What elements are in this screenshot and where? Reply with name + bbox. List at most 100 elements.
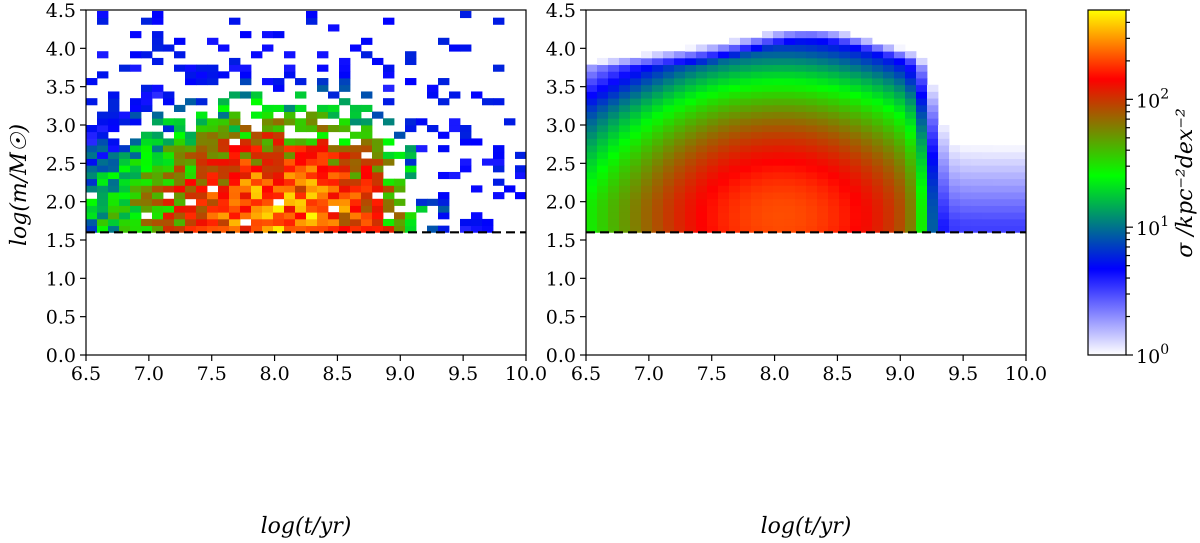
heatmap-cell [608,198,620,206]
heatmap-cell [350,178,362,186]
heatmap-cell [284,51,296,59]
heatmap-cell [894,225,906,233]
heatmap-cell [696,78,708,86]
heatmap-cell [828,212,840,220]
heatmap-cell [894,171,906,180]
heatmap-cell [482,98,494,106]
heatmap-cell [751,198,763,206]
heatmap-cell [850,78,862,86]
heatmap-cell [641,104,653,112]
heatmap-cell [163,151,175,159]
heatmap-cell [872,171,884,180]
heatmap-cell [284,111,296,119]
heatmap-cell [982,158,994,166]
heatmap-cell [1015,192,1027,200]
heatmap-cell [971,151,983,159]
heatmap-cell [597,145,609,153]
heatmap-cell [185,131,197,139]
heatmap-cell [718,151,730,159]
heatmap-cell [828,185,840,193]
heatmap-cell [141,178,153,186]
heatmap-cell [361,165,373,173]
heatmap-cell [108,91,120,99]
heatmap-cell [828,98,840,106]
heatmap-cell [927,118,939,126]
heatmap-cell [295,125,307,133]
heatmap-cell [773,125,785,133]
heatmap-cell [740,98,752,106]
heatmap-cell [817,192,829,200]
heatmap-cell [196,64,208,72]
x-tick-label: 7.5 [197,363,227,385]
heatmap-cell [97,171,109,180]
heatmap-cell [707,44,719,52]
heatmap-cell [905,212,917,220]
heatmap-cell [229,198,241,206]
heatmap-cell [284,71,296,79]
heatmap-cell [284,185,296,193]
heatmap-cell [685,158,697,166]
heatmap-cell [619,91,631,99]
heatmap-cell [685,91,697,99]
heatmap-cell [493,158,505,166]
heatmap-cell [174,51,186,59]
right-y-ticks: 0.00.51.01.52.02.53.03.54.04.5 [546,0,586,367]
heatmap-cell [982,185,994,193]
heatmap-cell [795,205,807,213]
heatmap-cell [185,192,197,200]
heatmap-cell [663,125,675,133]
heatmap-cell [751,37,763,45]
heatmap-cell [141,165,153,173]
heatmap-cell [306,158,318,166]
heatmap-cell [916,118,928,126]
heatmap-cell [597,192,609,200]
heatmap-cell [916,145,928,153]
heatmap-cell [773,145,785,153]
heatmap-cell [861,192,873,200]
heatmap-cell [663,145,675,153]
heatmap-cell [784,171,796,180]
heatmap-cell [163,125,175,133]
heatmap-cell [993,192,1005,200]
heatmap-cell [993,198,1005,206]
heatmap-cell [729,118,741,126]
heatmap-cell [905,125,917,133]
heatmap-cell [641,151,653,159]
heatmap-cell [762,71,774,79]
heatmap-cell [597,57,609,66]
heatmap-cell [108,212,120,220]
heatmap-cell [740,212,752,220]
heatmap-cell [806,138,818,146]
heatmap-cell [641,84,653,92]
heatmap-cell [240,78,252,86]
heatmap-cell [405,165,417,173]
heatmap-cell [394,212,406,220]
heatmap-cell [663,212,675,220]
heatmap-cell [394,151,406,159]
heatmap-cell [350,118,362,126]
heatmap-cell [119,145,131,153]
heatmap-cell [586,151,598,159]
heatmap-cell [152,192,164,200]
heatmap-cell [405,51,417,59]
heatmap-cell [218,218,230,227]
heatmap-cell [339,205,351,213]
heatmap-cell [262,212,274,220]
heatmap-cell [751,185,763,193]
heatmap-cell [641,131,653,139]
heatmap-cell [806,37,818,45]
heatmap-cell [405,212,417,220]
heatmap-cell [806,71,818,79]
heatmap-cell [850,185,862,193]
heatmap-cell [174,104,186,112]
heatmap-cell [97,71,109,79]
heatmap-cell [641,91,653,99]
heatmap-cell [806,111,818,119]
heatmap-cell [960,198,972,206]
heatmap-cell [196,165,208,173]
heatmap-cell [817,145,829,153]
heatmap-cell [839,51,851,59]
heatmap-cell [372,151,384,159]
heatmap-cell [916,125,928,133]
y-tick-label: 1.0 [46,268,76,290]
